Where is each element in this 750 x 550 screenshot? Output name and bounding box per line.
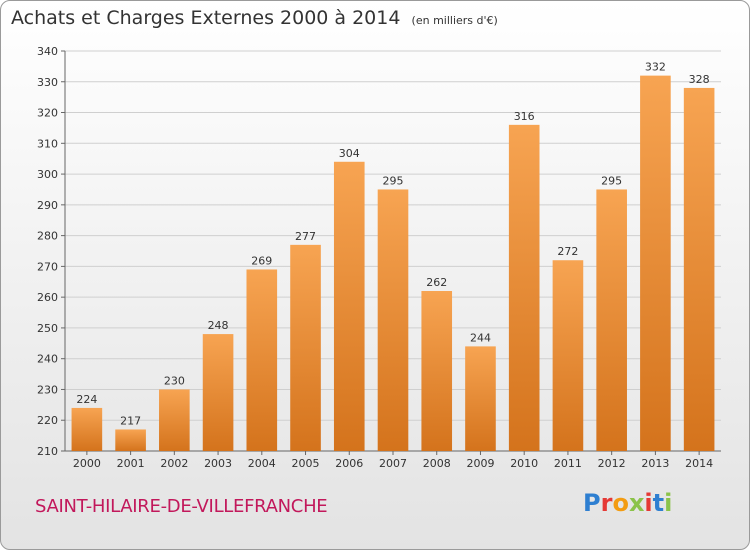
x-tick-label-2009: 2009: [466, 457, 494, 470]
data-label-2000: 224: [76, 393, 97, 406]
y-tick-label: 330: [37, 76, 58, 89]
bar-2011: [552, 260, 584, 451]
x-tick-label-2011: 2011: [554, 457, 582, 470]
logo-letter: t: [652, 489, 665, 517]
bar-2007: [377, 189, 409, 451]
y-tick-label: 260: [37, 291, 58, 304]
logo-letter: P: [583, 489, 601, 517]
y-tick-label: 300: [37, 168, 58, 181]
location-name: SAINT-HILAIRE-DE-VILLEFRANCHE: [35, 496, 328, 517]
data-label-2013: 332: [645, 61, 666, 74]
y-tick-label: 280: [37, 230, 58, 243]
x-tick-label-2002: 2002: [160, 457, 188, 470]
chart-title: Achats et Charges Externes 2000 à 2014 (…: [11, 7, 498, 29]
y-tick-label: 310: [37, 137, 58, 150]
bar-2012: [596, 189, 627, 451]
x-tick-label-2000: 2000: [73, 457, 101, 470]
x-tick-label-2012: 2012: [598, 457, 626, 470]
y-tick-label: 320: [37, 107, 58, 120]
bar-2009: [465, 346, 496, 451]
x-tick-label-2007: 2007: [379, 457, 407, 470]
bar-2003: [202, 334, 234, 451]
logo-letter: i: [644, 489, 653, 517]
proxiti-logo: Proxiti: [583, 489, 672, 517]
data-label-2006: 304: [339, 147, 360, 160]
bar-2001: [115, 429, 146, 451]
bars: [71, 75, 715, 451]
bar-2004: [246, 269, 278, 451]
bar-2008: [421, 291, 453, 451]
unit-text: (en milliers d'€): [411, 14, 498, 27]
bar-2005: [290, 244, 321, 451]
data-label-2012: 295: [601, 174, 622, 187]
data-label-2007: 295: [383, 174, 404, 187]
bar-2013: [640, 75, 671, 451]
data-label-2003: 248: [208, 319, 229, 332]
data-labels: 224 217 230 248 269 277 304 295 262 244 316 272 295 3…: [76, 61, 709, 428]
bar-2014: [683, 87, 715, 451]
x-tick-label-2013: 2013: [641, 457, 669, 470]
logo-letter: r: [600, 489, 613, 517]
x-tick-label-2004: 2004: [248, 457, 276, 470]
y-tick-label: 270: [37, 260, 58, 273]
bar-2000: [71, 407, 103, 451]
y-tick-label: 250: [37, 322, 58, 335]
logo-letter: x: [628, 489, 645, 517]
y-tick-label: 290: [37, 199, 58, 212]
data-label-2005: 277: [295, 230, 316, 243]
x-tick-label-2008: 2008: [423, 457, 451, 470]
y-tick-label: 230: [37, 383, 58, 396]
y-tick-label: 220: [37, 414, 58, 427]
x-tick-label-2014: 2014: [685, 457, 713, 470]
data-label-2008: 262: [426, 276, 447, 289]
x-tick-label-2005: 2005: [292, 457, 320, 470]
x-tick-label-2001: 2001: [117, 457, 145, 470]
logo-letter: o: [612, 489, 629, 517]
bar-2006: [333, 161, 365, 451]
y-tick-label: 210: [37, 445, 58, 458]
data-label-2014: 328: [689, 73, 710, 86]
data-label-2009: 244: [470, 331, 491, 344]
bar-2010: [508, 124, 540, 451]
title-text: Achats et Charges Externes 2000 à 2014: [11, 7, 401, 29]
logo-letter: i: [664, 489, 673, 517]
data-label-2010: 316: [514, 110, 535, 123]
data-label-2001: 217: [120, 414, 141, 427]
y-tick-label: 240: [37, 353, 58, 366]
y-tick-label: 340: [37, 45, 58, 58]
data-label-2011: 272: [557, 245, 578, 258]
x-tick-label-2010: 2010: [510, 457, 538, 470]
bar-2002: [159, 389, 190, 451]
x-tick-label-2006: 2006: [335, 457, 363, 470]
x-tick-label-2003: 2003: [204, 457, 232, 470]
data-label-2002: 230: [164, 374, 185, 387]
data-label-2004: 269: [251, 254, 272, 267]
